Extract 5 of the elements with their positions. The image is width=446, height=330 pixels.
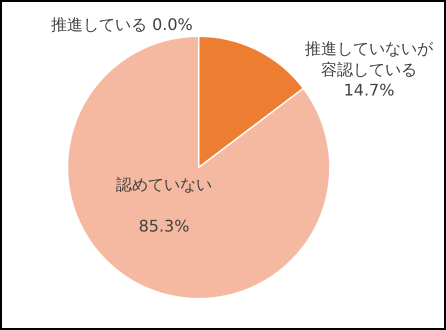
data-label: 85.3% <box>138 216 190 236</box>
category-label: 推進している 0.0% <box>51 15 193 34</box>
slice-label: 推進していないが容認している <box>305 39 434 79</box>
slice-label: 認めていない <box>116 175 212 194</box>
data-label: 14.7% <box>344 80 394 100</box>
